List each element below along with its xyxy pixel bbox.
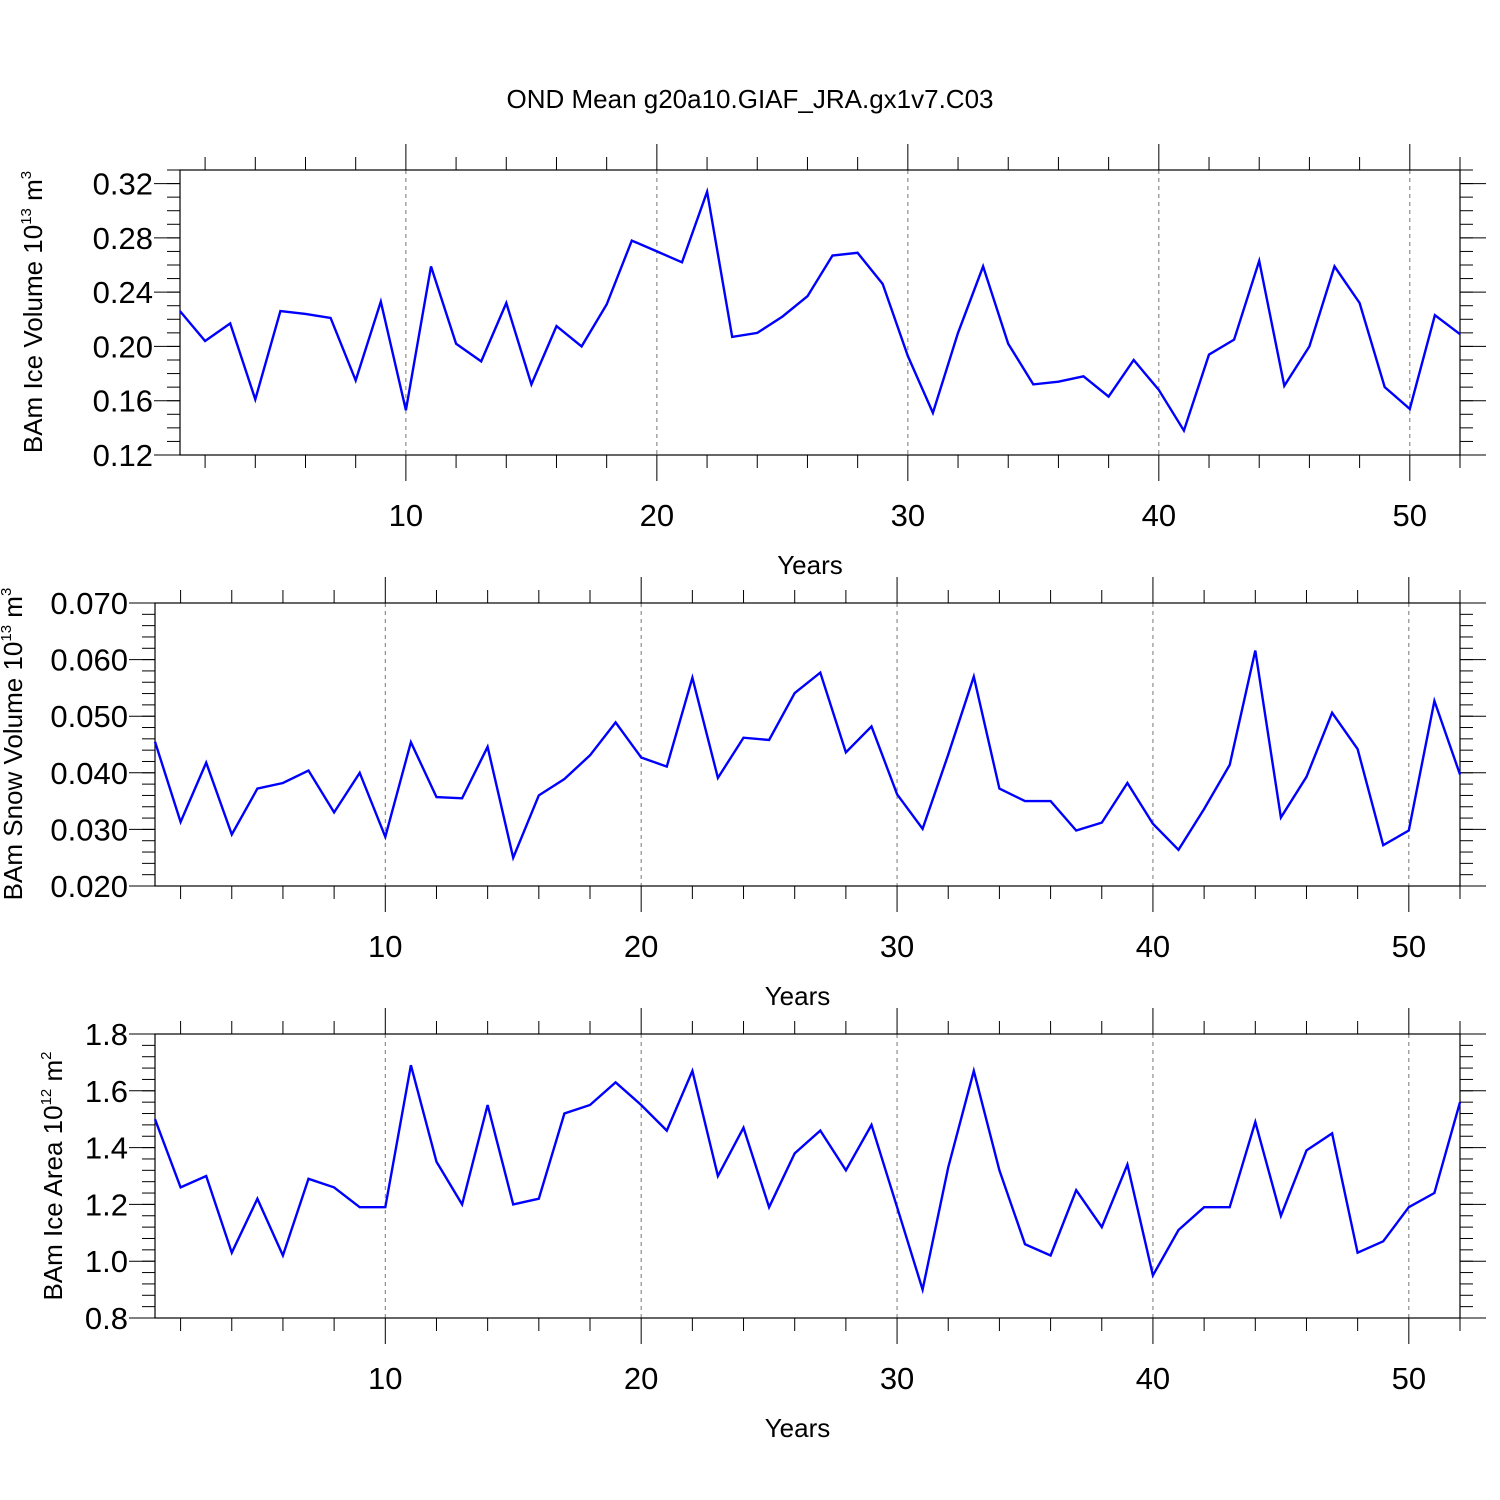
- x-tick-label: 30: [891, 498, 925, 533]
- y-tick-label: 0.24: [93, 275, 153, 310]
- x-tick-label: 30: [880, 929, 914, 964]
- x-tick-label: 30: [880, 1361, 914, 1396]
- y-tick-label: 0.16: [93, 384, 153, 419]
- y-tick-label: 0.070: [50, 586, 128, 621]
- x-tick-label: 10: [368, 1361, 402, 1396]
- y-axis-label: BAm Ice Area 1012 m2: [38, 1051, 68, 1300]
- x-tick-label: 40: [1136, 929, 1170, 964]
- x-axis-label: Years: [765, 1413, 831, 1443]
- y-tick-label: 1.0: [85, 1244, 128, 1279]
- series-line: [153, 1064, 1462, 1295]
- plot-frame: [154, 1033, 1461, 1319]
- panel-1: 10 20 30 40 50 0.12 0.16 0.20 0.24 0.28 0.32 Years B…: [18, 144, 1486, 580]
- y-tick-label: 1.6: [85, 1074, 128, 1109]
- x-axis-label: Years: [777, 550, 843, 580]
- y-tick-label: 0.20: [93, 329, 153, 364]
- panel-2: 10 20 30 40 50 0.020 0.030 0.040 0.050 0.060 0.070…: [0, 577, 1486, 1011]
- x-tick-label: 20: [624, 1361, 658, 1396]
- x-tick-label: 20: [624, 929, 658, 964]
- y-tick-label: 0.28: [93, 221, 153, 256]
- y-tick-label: 0.12: [93, 438, 153, 473]
- y-tick-label: 1.2: [85, 1187, 128, 1222]
- y-axis-label: BAm Ice Volume 1013 m3: [18, 171, 48, 453]
- x-tick-label: 20: [640, 498, 674, 533]
- y-tick-label: 1.4: [85, 1131, 128, 1166]
- y-tick-label: 0.040: [50, 756, 128, 791]
- plot-frame: [179, 169, 1461, 456]
- chart-title: OND Mean g20a10.GIAF_JRA.gx1v7.C03: [506, 84, 993, 114]
- x-tick-label: 50: [1392, 1361, 1426, 1396]
- y-tick-label: 1.8: [85, 1017, 128, 1052]
- y-tick-label: 0.050: [50, 699, 128, 734]
- x-tick-label: 50: [1392, 929, 1426, 964]
- x-tick-label: 40: [1142, 498, 1176, 533]
- series-line: [179, 186, 1461, 434]
- panel-3: 10 20 30 40 50 0.8 1.0 1.2 1.4 1.6 1.8 Years BAm Ice…: [38, 1008, 1486, 1443]
- y-tick-label: 0.32: [93, 167, 153, 202]
- y-tick-label: 0.060: [50, 643, 128, 678]
- x-tick-label: 10: [389, 498, 423, 533]
- y-tick-label: 0.8: [85, 1301, 128, 1336]
- x-tick-label: 50: [1393, 498, 1427, 533]
- x-tick-label: 40: [1136, 1361, 1170, 1396]
- series-line: [153, 650, 1462, 862]
- x-tick-label: 10: [368, 929, 402, 964]
- y-tick-label: 0.020: [50, 869, 128, 904]
- x-axis-label: Years: [765, 981, 831, 1011]
- plot-frame: [154, 602, 1461, 887]
- y-tick-label: 0.030: [50, 812, 128, 847]
- y-axis-label: BAm Snow Volume 1013 m3: [0, 588, 28, 901]
